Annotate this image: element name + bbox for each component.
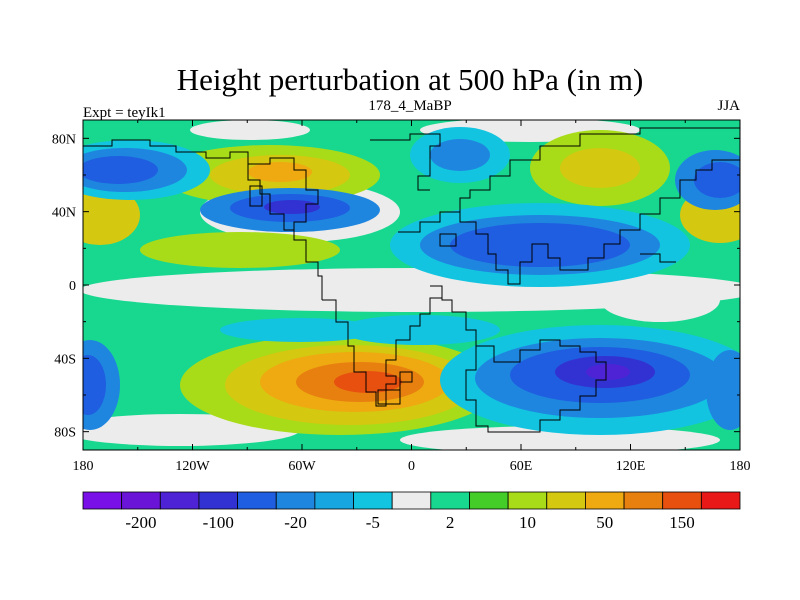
- contour-region: [190, 120, 310, 140]
- x-tick-label: 60E: [510, 459, 533, 474]
- colorbar-label: 150: [669, 513, 695, 532]
- contour-region: [694, 162, 740, 198]
- contour-region: [248, 162, 312, 182]
- colorbar-box: [237, 491, 277, 510]
- colorbar-box: [546, 491, 586, 510]
- x-tick-labels: 180 120W 60W 0 60E 120E 180: [73, 459, 751, 474]
- colorbar-label: 2: [446, 513, 455, 532]
- coastlines: [83, 127, 740, 433]
- colorbar-box: [275, 491, 316, 510]
- x-tick-label: 60W: [288, 459, 316, 474]
- left-string: Expt = teyIk1: [83, 105, 166, 121]
- contour-region: [586, 364, 630, 380]
- x-tick-label: 180: [730, 459, 751, 474]
- contour-region: [140, 232, 340, 268]
- right-string: JJA: [717, 98, 740, 114]
- colorbar: [82, 491, 741, 510]
- x-tick-label: 180: [73, 459, 94, 474]
- contour-region: [83, 185, 140, 245]
- x-tick-label: 120W: [175, 459, 210, 474]
- colorbar-box: [159, 491, 200, 510]
- colorbar-label: -100: [203, 513, 234, 532]
- x-tick-label: 0: [408, 459, 415, 474]
- chart-title: Height perturbation at 500 hPa (in m): [177, 62, 644, 97]
- axis-ticks: [82, 120, 741, 450]
- colorbar-label: -5: [366, 513, 380, 532]
- colorbar-label: 50: [596, 513, 613, 532]
- y-tick-label: 40S: [54, 352, 76, 367]
- colorbar-box: [623, 491, 664, 510]
- y-tick-label: 40N: [52, 206, 76, 221]
- x-tick-label: 120E: [616, 459, 646, 474]
- colorbar-box: [662, 491, 702, 510]
- contour-region: [560, 148, 640, 188]
- colorbar-label: 10: [519, 513, 536, 532]
- contour-region: [83, 156, 158, 184]
- contour-region: [706, 350, 740, 430]
- contour-field: [83, 120, 740, 450]
- colorbar-box: [585, 491, 625, 510]
- contour-region: [220, 318, 380, 342]
- contour-region: [334, 371, 402, 393]
- colorbar-label: -20: [284, 513, 307, 532]
- colorbar-box: [82, 491, 123, 510]
- colorbar-box: [469, 491, 509, 510]
- colorbar-box: [430, 491, 470, 510]
- contour-region: [430, 139, 490, 171]
- y-tick-labels: 80N 40N 0 40S 80S: [52, 132, 76, 440]
- colorbar-box: [198, 491, 238, 510]
- colorbar-box: [121, 491, 161, 510]
- y-tick-label: 80N: [52, 132, 76, 147]
- contour-region: [264, 200, 320, 214]
- colorbar-label: -200: [125, 513, 156, 532]
- colorbar-box: [507, 491, 548, 510]
- center-string: 178_4_MaBP: [368, 98, 451, 114]
- colorbar-box: [700, 491, 741, 510]
- contour-region: [450, 223, 630, 267]
- colorbar-box: [391, 491, 432, 510]
- y-tick-label: 80S: [54, 426, 76, 441]
- contour-region: [83, 355, 106, 415]
- contour-region: [340, 315, 500, 345]
- contour-region: [600, 278, 720, 322]
- colorbar-labels: -200 -100 -20 -5 2 10 50 150: [125, 513, 694, 532]
- colorbar-box: [314, 491, 354, 510]
- colorbar-box: [353, 491, 393, 510]
- y-tick-label: 0: [69, 279, 76, 294]
